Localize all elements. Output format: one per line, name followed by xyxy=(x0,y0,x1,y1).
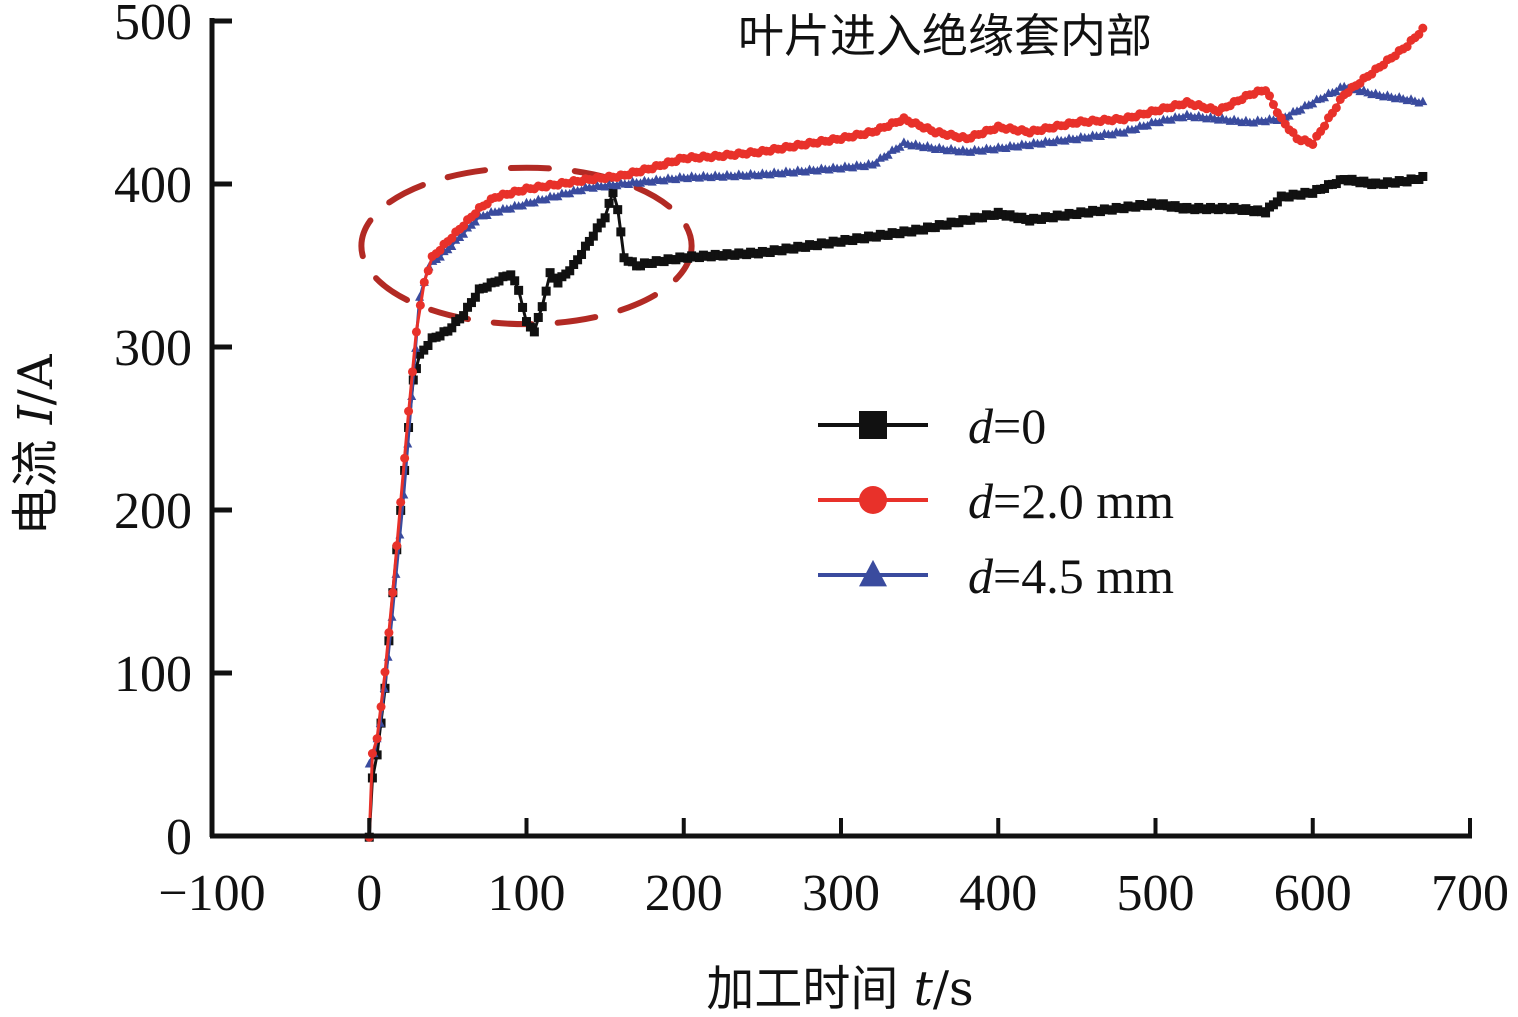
data-point xyxy=(388,588,397,597)
data-point xyxy=(534,313,543,322)
legend-label-value: =4.5 mm xyxy=(993,548,1174,604)
data-point xyxy=(404,407,413,416)
data-point xyxy=(1332,103,1341,112)
data-point xyxy=(400,454,409,463)
x-tick-label: 200 xyxy=(645,865,723,922)
data-point xyxy=(392,541,401,550)
data-point xyxy=(514,286,523,295)
data-point xyxy=(605,199,614,208)
y-tick-label: 200 xyxy=(114,483,192,540)
y-axis-title-var: I xyxy=(8,404,64,425)
x-tick-label: −100 xyxy=(158,865,265,922)
x-axis-title-unit: /s xyxy=(933,961,974,1017)
legend-item: d=0 xyxy=(818,398,1046,454)
data-point xyxy=(412,327,421,336)
x-tick-label: 700 xyxy=(1431,865,1509,922)
data-point xyxy=(589,232,598,241)
x-tick-label: 100 xyxy=(488,865,566,922)
legend-label: d=2.0 mm xyxy=(968,473,1174,529)
data-point xyxy=(471,293,480,302)
x-tick-label: 300 xyxy=(802,865,880,922)
data-point xyxy=(1418,24,1427,33)
annotation-text: 叶片进入绝缘套内部 xyxy=(738,9,1152,63)
data-point xyxy=(577,250,586,259)
y-axis-title-unit: /A xyxy=(8,353,64,405)
data-point xyxy=(416,301,425,310)
legend-label-value: =2.0 mm xyxy=(993,473,1174,529)
legend-marker-circle xyxy=(859,486,887,514)
data-point xyxy=(368,749,377,758)
legend-label: d=4.5 mm xyxy=(968,548,1174,604)
data-point xyxy=(396,498,405,507)
data-point xyxy=(518,303,527,312)
y-axis-title: 电流 I/A xyxy=(8,353,64,535)
x-tick-label: 600 xyxy=(1274,865,1352,922)
y-tick-label: 100 xyxy=(114,646,192,703)
y-tick-label: 400 xyxy=(114,157,192,214)
data-point xyxy=(530,327,539,336)
legend-label-var: d xyxy=(968,548,994,604)
legend-item: d=4.5 mm xyxy=(818,548,1174,604)
data-point xyxy=(420,278,429,287)
data-point xyxy=(1308,140,1317,149)
data-point xyxy=(373,734,382,743)
x-axis-title: 加工时间 t/s xyxy=(706,961,973,1017)
y-tick-label: 0 xyxy=(166,809,192,866)
legend-label-var: d xyxy=(968,473,994,529)
data-point xyxy=(608,188,617,197)
data-point xyxy=(1269,100,1278,109)
y-tick-label: 500 xyxy=(114,0,192,51)
data-point xyxy=(408,367,417,376)
legend-label-var: d xyxy=(968,398,994,454)
y-tick-label: 300 xyxy=(114,320,192,377)
legend-label-value: =0 xyxy=(993,398,1046,454)
data-point xyxy=(424,266,433,275)
data-point xyxy=(538,302,547,311)
data-point xyxy=(601,213,610,222)
x-axis-title-prefix: 加工时间 xyxy=(706,961,913,1017)
series-square xyxy=(365,172,1428,842)
data-point xyxy=(459,311,468,320)
data-point xyxy=(1265,91,1274,100)
legend-marker-square xyxy=(859,411,887,439)
data-point xyxy=(616,227,625,236)
data-point xyxy=(380,668,389,677)
series-line xyxy=(369,178,1423,837)
data-point xyxy=(510,276,519,285)
x-tick-label: 500 xyxy=(1117,865,1195,922)
data-point xyxy=(542,287,551,296)
legend-label: d=0 xyxy=(968,398,1046,454)
data-point xyxy=(613,205,622,214)
x-tick-label: 0 xyxy=(356,865,382,922)
data-point xyxy=(384,628,393,637)
legend: d=0d=2.0 mmd=4.5 mm xyxy=(818,398,1174,604)
x-axis-title-var: t xyxy=(914,961,934,1017)
x-tick-label: 400 xyxy=(959,865,1037,922)
data-point xyxy=(377,702,386,711)
y-axis-title-prefix: 电流 xyxy=(8,424,64,535)
legend-item: d=2.0 mm xyxy=(818,473,1174,529)
data-point xyxy=(1418,172,1427,181)
data-point xyxy=(1320,122,1329,131)
